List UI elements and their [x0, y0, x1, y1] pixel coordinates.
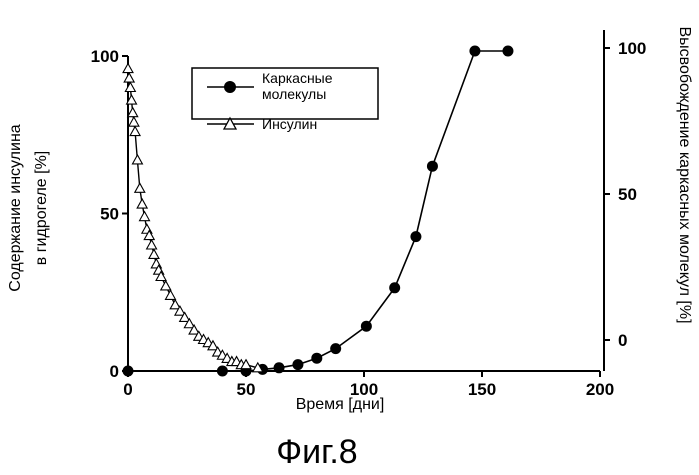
series-scaffold-point: [273, 362, 285, 374]
y-right-axis-title: Высвобождение каркасных молекул [%]: [676, 26, 693, 323]
tick-layer: 0 50 100 150 200 0 50 100 0 50 100: [91, 39, 647, 399]
series-layer: [122, 45, 514, 377]
y-right-tick-label-100: 100: [618, 39, 646, 58]
y-right-tick-label-50: 50: [618, 185, 637, 204]
x-tick-label-150: 150: [468, 380, 496, 399]
series-insulin-point: [127, 116, 140, 127]
x-tick-label-100: 100: [350, 380, 378, 399]
series-insulin-point: [173, 305, 186, 316]
series-insulin-point: [131, 153, 144, 165]
series-insulin-point: [207, 339, 219, 351]
series-insulin-point: [169, 298, 182, 310]
series-insulin-point: [129, 125, 142, 137]
series-insulin-point: [133, 182, 146, 193]
y-left-axis-title-line-2: в гидрогеле [%]: [33, 151, 50, 266]
legend: Каркасные молекулы Инсулин: [191, 67, 379, 132]
series-insulin-point: [138, 210, 151, 222]
series-insulin-point: [188, 323, 201, 335]
series-insulin-point: [164, 289, 177, 300]
y-left-axis-title-line-1: Содержание инсулина: [7, 124, 24, 291]
series-insulin-point: [155, 270, 167, 282]
series-scaffold-point: [311, 352, 323, 364]
series-insulin-point: [251, 361, 264, 373]
x-tick-label-0: 0: [123, 380, 132, 399]
series-scaffold-point: [502, 45, 514, 57]
legend-box: [191, 67, 379, 120]
series-scaffold-point: [426, 160, 438, 172]
series-insulin-point: [159, 279, 172, 291]
series-insulin-point: [178, 311, 191, 323]
legend-marker-scaffold: [224, 81, 236, 93]
series-scaffold-point: [360, 320, 372, 332]
series-insulin-point: [123, 71, 136, 83]
figure-caption: Фиг.8: [276, 433, 357, 471]
legend-label-scaffold-line-2: молекулы: [262, 86, 326, 102]
series-insulin-point: [148, 248, 160, 260]
series-insulin-point: [124, 81, 137, 93]
series-scaffold-point: [122, 365, 134, 377]
y-left-tick-label-100: 100: [91, 47, 119, 66]
series-scaffold-point: [216, 365, 228, 377]
legend-marker-insulin: [222, 116, 238, 130]
x-tick-label-200: 200: [586, 380, 614, 399]
legend-label-scaffold-line-1: Каркасные: [262, 70, 333, 86]
series-insulin-point: [136, 197, 149, 209]
series-scaffold-point: [410, 231, 422, 243]
series-insulin-point: [145, 238, 158, 250]
legend-label-insulin: Инсулин: [262, 116, 317, 132]
series-scaffold-point: [330, 343, 342, 355]
series-insulin-point: [183, 317, 196, 329]
series-insulin-point: [126, 106, 139, 118]
series-insulin-point: [240, 358, 252, 370]
x-axis-title: Время [дни]: [296, 396, 385, 413]
series-scaffold-point: [292, 359, 304, 371]
series-insulin-point: [125, 93, 138, 105]
y-right-tick-label-0: 0: [618, 331, 627, 350]
series-scaffold-point: [469, 45, 481, 57]
series-insulin-point: [122, 62, 134, 74]
y-left-tick-label-50: 50: [100, 205, 119, 224]
x-tick-label-50: 50: [237, 380, 256, 399]
series-insulin-point: [143, 229, 156, 241]
series-scaffold-point: [389, 282, 401, 294]
y-left-tick-label-0: 0: [110, 362, 119, 381]
